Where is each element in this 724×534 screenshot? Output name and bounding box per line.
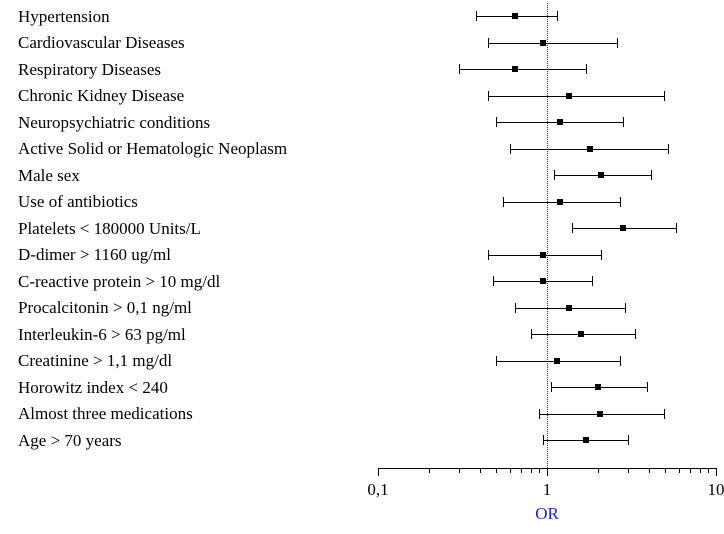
x-tick-minor bbox=[679, 468, 680, 473]
ci-cap bbox=[586, 64, 587, 74]
x-tick-minor bbox=[539, 468, 540, 473]
row-label: Respiratory Diseases bbox=[18, 61, 161, 78]
ci-line bbox=[459, 69, 586, 70]
row-label: Almost three medications bbox=[18, 405, 193, 422]
x-tick-minor bbox=[649, 468, 650, 473]
ci-point bbox=[566, 93, 572, 99]
row-label: Use of antibiotics bbox=[18, 193, 138, 210]
ci-cap bbox=[601, 250, 602, 260]
x-tick-minor bbox=[496, 468, 497, 473]
x-tick-minor bbox=[510, 468, 511, 473]
ci-cap bbox=[668, 144, 669, 154]
ci-cap bbox=[664, 91, 665, 101]
ci-cap bbox=[554, 170, 555, 180]
ci-cap bbox=[488, 38, 489, 48]
x-tick-minor bbox=[480, 468, 481, 473]
ci-point bbox=[578, 331, 584, 337]
ci-point bbox=[566, 305, 572, 311]
ci-point bbox=[597, 411, 603, 417]
reference-line bbox=[547, 3, 548, 468]
ci-cap bbox=[628, 435, 629, 445]
ci-cap bbox=[592, 276, 593, 286]
ci-cap bbox=[623, 117, 624, 127]
x-tick-minor bbox=[700, 468, 701, 473]
row-label: Interleukin-6 > 63 pg/ml bbox=[18, 326, 186, 343]
x-tick-minor bbox=[665, 468, 666, 473]
row-label: Chronic Kidney Disease bbox=[18, 87, 184, 104]
ci-cap bbox=[572, 223, 573, 233]
ci-point bbox=[595, 384, 601, 390]
row-label: Cardiovascular Diseases bbox=[18, 34, 185, 51]
ci-point bbox=[540, 40, 546, 46]
x-tick-major bbox=[716, 468, 717, 476]
ci-cap bbox=[496, 117, 497, 127]
ci-cap bbox=[476, 11, 477, 21]
ci-point bbox=[598, 172, 604, 178]
ci-cap bbox=[496, 356, 497, 366]
row-label: Creatinine > 1,1 mg/dl bbox=[18, 352, 172, 369]
ci-point bbox=[554, 358, 560, 364]
ci-cap bbox=[647, 382, 648, 392]
ci-line bbox=[488, 96, 663, 97]
x-tick-minor bbox=[708, 468, 709, 473]
x-tick-label: 1 bbox=[543, 480, 552, 500]
ci-cap bbox=[539, 409, 540, 419]
ci-cap bbox=[620, 356, 621, 366]
ci-point bbox=[557, 199, 563, 205]
ci-point bbox=[540, 278, 546, 284]
ci-cap bbox=[543, 435, 544, 445]
ci-cap bbox=[488, 250, 489, 260]
x-tick-label: 0,1 bbox=[367, 480, 388, 500]
ci-cap bbox=[651, 170, 652, 180]
ci-cap bbox=[676, 223, 677, 233]
x-tick-label: 10 bbox=[708, 480, 724, 500]
ci-cap bbox=[459, 64, 460, 74]
ci-point bbox=[620, 225, 626, 231]
ci-point bbox=[512, 66, 518, 72]
row-label: Active Solid or Hematologic Neoplasm bbox=[18, 140, 287, 157]
ci-point bbox=[583, 437, 589, 443]
row-label: Horowitz index < 240 bbox=[18, 379, 168, 396]
row-label: Platelets < 180000 Units/L bbox=[18, 220, 201, 237]
ci-point bbox=[540, 252, 546, 258]
x-tick-minor bbox=[598, 468, 599, 473]
ci-cap bbox=[488, 91, 489, 101]
x-tick-minor bbox=[429, 468, 430, 473]
ci-cap bbox=[551, 382, 552, 392]
ci-cap bbox=[635, 329, 636, 339]
row-label: Age > 70 years bbox=[18, 432, 122, 449]
row-label: Neuropsychiatric conditions bbox=[18, 114, 210, 131]
row-label: D-dimer > 1160 ug/ml bbox=[18, 246, 171, 263]
ci-point bbox=[587, 146, 593, 152]
forest-plot: Hypertension Cardiovascular Diseases Res… bbox=[0, 0, 724, 534]
x-tick-minor bbox=[628, 468, 629, 473]
x-axis-title: OR bbox=[535, 504, 559, 524]
ci-cap bbox=[510, 144, 511, 154]
ci-cap bbox=[557, 11, 558, 21]
x-tick-minor bbox=[459, 468, 460, 473]
row-label: Hypertension bbox=[18, 8, 110, 25]
row-label: Procalcitonin > 0,1 ng/ml bbox=[18, 299, 192, 316]
ci-cap bbox=[493, 276, 494, 286]
ci-cap bbox=[617, 38, 618, 48]
ci-cap bbox=[664, 409, 665, 419]
ci-cap bbox=[531, 329, 532, 339]
row-label: Male sex bbox=[18, 167, 80, 184]
x-tick-minor bbox=[531, 468, 532, 473]
x-tick-major bbox=[378, 468, 379, 476]
x-tick-major bbox=[547, 468, 548, 476]
ci-point bbox=[512, 13, 518, 19]
x-tick-minor bbox=[521, 468, 522, 473]
row-label: C-reactive protein > 10 mg/dl bbox=[18, 273, 220, 290]
ci-point bbox=[557, 119, 563, 125]
ci-cap bbox=[625, 303, 626, 313]
ci-cap bbox=[620, 197, 621, 207]
ci-cap bbox=[503, 197, 504, 207]
ci-cap bbox=[515, 303, 516, 313]
x-tick-minor bbox=[690, 468, 691, 473]
ci-line bbox=[488, 43, 617, 44]
